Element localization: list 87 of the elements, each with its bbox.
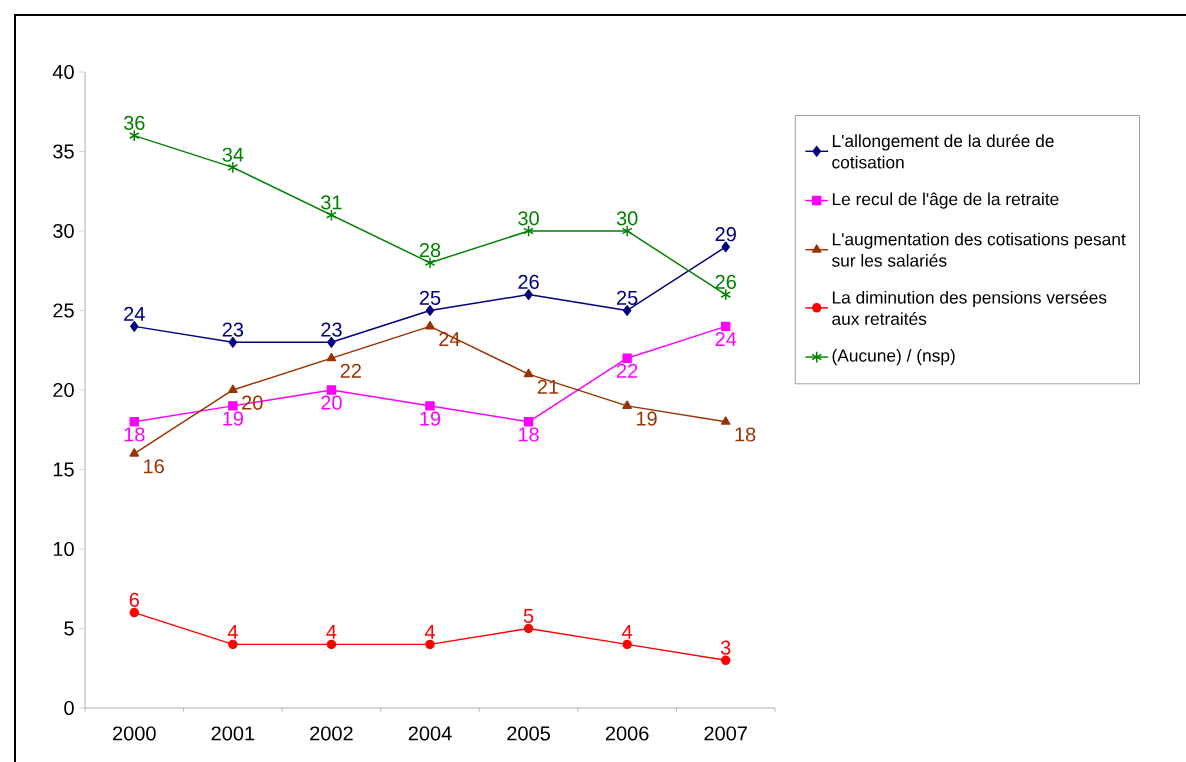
legend-label: L'augmentation des cotisations pesant sur les salariés	[831, 232, 1126, 267]
y-tick-label: 25	[53, 303, 74, 318]
point	[425, 639, 435, 650]
data-label: 24	[439, 331, 460, 346]
data-label: 34	[222, 147, 244, 162]
data-label: 30	[616, 211, 638, 226]
data-label: 5	[523, 608, 534, 623]
data-label: 4	[326, 625, 337, 639]
data-label: 21	[537, 379, 559, 394]
x-tick-label: 2000	[113, 726, 156, 741]
point	[326, 352, 337, 362]
point	[720, 321, 731, 332]
point	[326, 385, 337, 395]
y-tick-label: 35	[53, 144, 74, 159]
point	[228, 336, 238, 348]
point	[720, 288, 732, 301]
point	[326, 209, 337, 222]
point	[622, 639, 632, 650]
x-tick-label: 2005	[507, 726, 550, 741]
data-label: 26	[518, 274, 539, 289]
data-label: 4	[424, 625, 435, 639]
y-tick-label: 0	[64, 700, 74, 716]
y-tick-label: 20	[53, 382, 74, 398]
point	[622, 305, 632, 316]
data-label: 4	[227, 625, 238, 639]
legend-label: L'allongement de la durée de cotisation	[832, 134, 1054, 169]
x-tick-label: 2002	[310, 726, 353, 741]
point	[228, 639, 238, 650]
x-tick-label: 2001	[211, 726, 255, 741]
data-label: 22	[340, 363, 361, 378]
data-label: 16	[144, 459, 164, 474]
y-tick-label: 40	[52, 64, 74, 80]
data-label: 31	[321, 195, 342, 210]
point	[130, 320, 139, 332]
y-tick-label: 10	[53, 541, 74, 557]
data-label: 6	[129, 592, 139, 607]
point	[425, 320, 435, 330]
point	[425, 401, 435, 411]
data-label: 18	[518, 427, 539, 442]
point	[327, 336, 336, 348]
point	[128, 129, 140, 142]
data-label: 24	[715, 331, 737, 346]
data-label: 24	[124, 306, 145, 321]
point	[721, 241, 730, 253]
point	[425, 305, 435, 316]
data-label: 3	[720, 640, 731, 655]
data-label: 23	[222, 322, 244, 337]
data-label: 26	[715, 274, 736, 289]
point	[524, 289, 533, 300]
data-label: 29	[715, 227, 736, 242]
point	[622, 400, 632, 409]
data-label: 20	[321, 395, 342, 410]
point	[523, 623, 534, 634]
x-tick-label: 2004	[408, 726, 452, 741]
point	[129, 448, 140, 457]
y-tick-label: 15	[53, 462, 74, 477]
data-label: 19	[223, 411, 244, 426]
data-label: 19	[420, 411, 441, 426]
data-label: 25	[419, 290, 441, 305]
point	[326, 639, 337, 650]
point	[227, 161, 239, 174]
data-label: 18	[735, 427, 756, 442]
point	[228, 384, 238, 394]
point	[622, 353, 632, 363]
data-label: 4	[622, 625, 633, 639]
x-tick-label: 2006	[605, 726, 649, 741]
data-label: 36	[123, 115, 145, 130]
data-label: 23	[321, 322, 342, 337]
legend-label: (Aucune) / (nsp)	[832, 348, 955, 366]
point	[720, 655, 731, 666]
point	[228, 401, 238, 411]
data-label: 18	[124, 427, 145, 442]
data-label: 28	[419, 243, 441, 258]
point	[523, 417, 534, 427]
legend-label: La diminution des pensions versées aux retraités	[832, 290, 1107, 325]
x-tick-label: 2007	[704, 726, 747, 741]
y-tick-label: 5	[64, 621, 74, 636]
data-label: 25	[617, 290, 638, 305]
point	[129, 417, 140, 427]
legend-label: Le recul de l'âge de la retraite	[832, 192, 1059, 209]
data-label: 30	[518, 211, 539, 226]
point	[523, 368, 534, 378]
data-label: 19	[636, 411, 657, 426]
data-label: 22	[617, 363, 638, 378]
point	[720, 416, 731, 425]
point	[129, 607, 140, 618]
y-tick-label: 30	[53, 223, 74, 239]
